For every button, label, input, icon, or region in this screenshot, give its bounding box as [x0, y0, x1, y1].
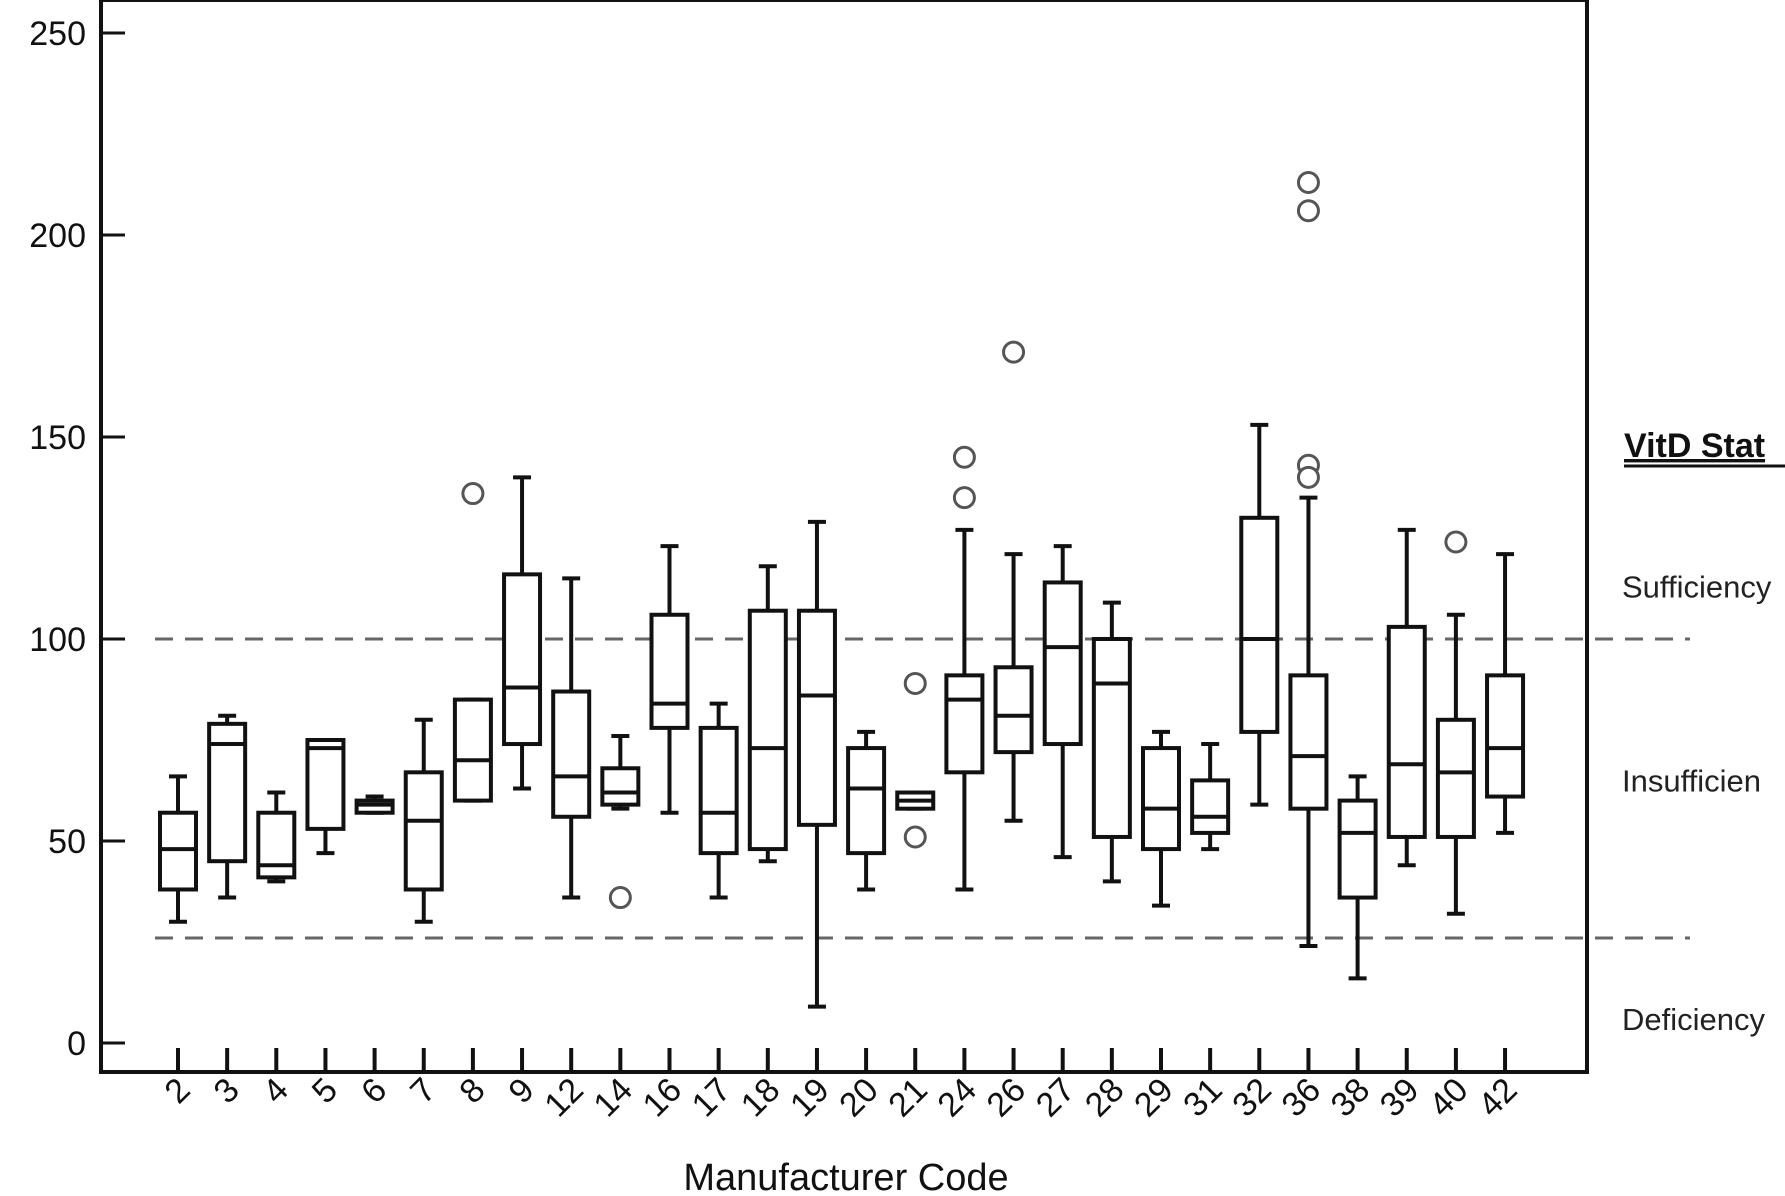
box-29 [1141, 729, 1181, 908]
box-iqr [944, 673, 985, 775]
box-iqr [1042, 580, 1083, 747]
box-iqr [1239, 515, 1280, 734]
box-18 [747, 564, 788, 864]
box-iqr [452, 697, 493, 803]
box-iqr [846, 746, 887, 856]
box-iqr [698, 725, 739, 856]
y-axis: 0 50 100 150 200 250 [29, 15, 125, 1063]
box-iqr [354, 798, 395, 815]
box-38 [1337, 774, 1378, 981]
outlier-point [1296, 465, 1320, 489]
y-tick-label: 100 [29, 621, 86, 659]
box-19 [796, 519, 837, 1009]
box-40 [1435, 530, 1476, 916]
box-42 [1485, 552, 1526, 835]
y-tick-label: 150 [29, 419, 86, 457]
status-panel: VitD Stat Sufficiency Insufficien Deficien… [1622, 427, 1785, 1037]
box-iqr [1190, 778, 1231, 835]
box-iqr [1485, 673, 1526, 799]
y-tick-label: 0 [67, 1025, 86, 1063]
box-series [158, 170, 1526, 1009]
y-tick-label: 50 [48, 823, 86, 861]
outlier-point [903, 671, 927, 695]
outlier-point [1444, 530, 1468, 554]
box-iqr [649, 612, 690, 730]
y-tick-label: 250 [29, 15, 86, 53]
box-iqr [747, 608, 788, 852]
box-26 [993, 340, 1034, 823]
box-iqr [207, 721, 248, 864]
box-28 [1091, 600, 1132, 884]
box-2 [158, 774, 198, 924]
outlier-point [461, 482, 485, 506]
box-iqr [403, 770, 444, 892]
box-iqr [1141, 746, 1181, 852]
status-label: Sufficiency [1622, 569, 1772, 604]
box-32 [1239, 422, 1280, 807]
box-iqr [796, 608, 837, 827]
box-39 [1386, 527, 1427, 868]
box-iqr [158, 810, 198, 892]
outlier-point [1002, 340, 1026, 364]
box-7 [403, 717, 444, 924]
y-tick-label: 200 [29, 217, 86, 255]
box-21 [895, 671, 936, 849]
box-iqr [551, 689, 592, 819]
box-iqr [1337, 798, 1378, 900]
box-14 [600, 733, 641, 910]
box-16 [649, 544, 690, 815]
reference-lines [155, 637, 1690, 940]
box-12 [551, 576, 592, 900]
plot-frame [99, 0, 1589, 1074]
box-iqr [256, 810, 297, 880]
box-4 [256, 790, 297, 884]
box-5 [305, 738, 346, 856]
box-iqr [305, 738, 346, 831]
outlier-point [1296, 199, 1320, 223]
x-axis-title: Manufacturer Code [683, 1157, 1008, 1196]
box-27 [1042, 544, 1083, 860]
box-iqr [1435, 717, 1476, 839]
box-8 [452, 482, 493, 803]
status-label: Deficiency [1622, 1002, 1765, 1037]
box-9 [502, 475, 543, 791]
status-heading: VitD Stat [1624, 427, 1765, 465]
box-iqr [600, 766, 641, 807]
box-31 [1190, 742, 1231, 852]
box-3 [207, 713, 248, 900]
box-iqr [1288, 673, 1329, 811]
outlier-point [1296, 170, 1320, 194]
box-iqr [1091, 637, 1132, 839]
box-36 [1288, 170, 1329, 949]
box-24 [944, 445, 985, 892]
box-6 [354, 794, 395, 815]
box-17 [698, 701, 739, 900]
outlier-point [952, 486, 976, 510]
outlier-point [903, 825, 927, 849]
outlier-point [952, 445, 976, 469]
box-iqr [1386, 624, 1427, 839]
box-20 [846, 729, 887, 892]
status-label: Insufficien [1622, 763, 1761, 798]
outlier-point [608, 886, 632, 910]
box-iqr [993, 665, 1034, 755]
box-iqr [502, 572, 543, 747]
